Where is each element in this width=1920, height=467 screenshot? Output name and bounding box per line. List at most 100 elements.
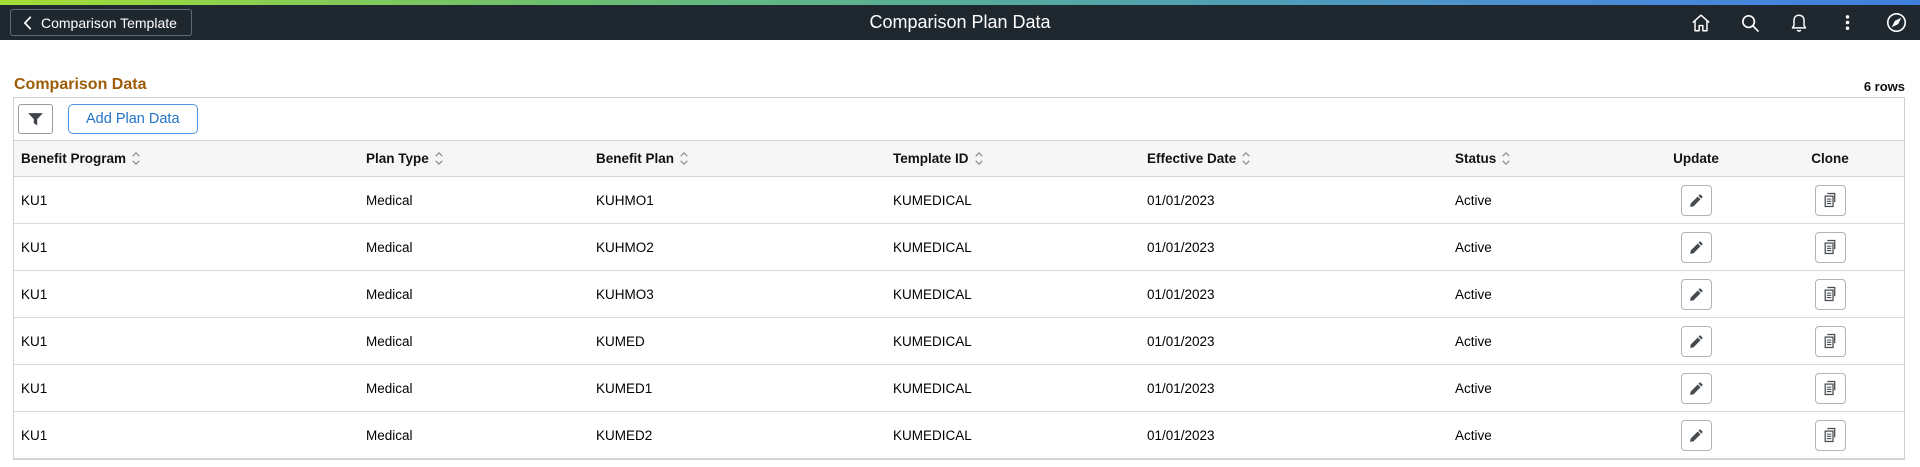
column-header-template-id[interactable]: Template ID xyxy=(886,141,1140,177)
more-actions-icon[interactable] xyxy=(1836,11,1859,34)
cell-plan-type: Medical xyxy=(366,192,413,208)
back-chevron-icon xyxy=(23,15,32,30)
top-navbar: Comparison Template Comparison Plan Data xyxy=(0,5,1920,40)
table-row: KU1 Medical KUHMO1 KUMEDICAL 01/01/2023 … xyxy=(14,176,1904,224)
page-title: Comparison Plan Data xyxy=(869,12,1051,32)
update-button[interactable] xyxy=(1680,231,1712,263)
cell-benefit-program: KU1 xyxy=(21,333,48,349)
cell-status: Active xyxy=(1455,239,1492,255)
cell-benefit-program: KU1 xyxy=(21,286,48,302)
cell-status: Active xyxy=(1455,192,1492,208)
cell-benefit-plan: KUHMO3 xyxy=(596,286,654,302)
column-header-status[interactable]: Status xyxy=(1448,141,1636,177)
cell-status: Active xyxy=(1455,427,1492,443)
clone-button[interactable] xyxy=(1814,372,1846,404)
notifications-icon[interactable] xyxy=(1787,11,1810,34)
sort-icon xyxy=(680,152,688,165)
cell-status: Active xyxy=(1455,380,1492,396)
clone-button[interactable] xyxy=(1814,278,1846,310)
cell-effective-date: 01/01/2023 xyxy=(1147,333,1215,349)
pencil-icon xyxy=(1689,193,1704,208)
cell-template-id: KUMEDICAL xyxy=(893,286,972,302)
pencil-icon xyxy=(1689,428,1704,443)
cell-benefit-plan: KUMED xyxy=(596,333,645,349)
clone-button[interactable] xyxy=(1814,419,1846,451)
cell-template-id: KUMEDICAL xyxy=(893,192,972,208)
home-icon[interactable] xyxy=(1689,11,1712,34)
cell-benefit-plan: KUHMO1 xyxy=(596,192,654,208)
copy-icon xyxy=(1822,380,1838,396)
copy-icon xyxy=(1822,239,1838,255)
cell-template-id: KUMEDICAL xyxy=(893,333,972,349)
pencil-icon xyxy=(1689,334,1704,349)
back-button[interactable]: Comparison Template xyxy=(10,9,192,36)
cell-benefit-program: KU1 xyxy=(21,380,48,396)
column-header-benefit-plan[interactable]: Benefit Plan xyxy=(589,141,886,177)
cell-template-id: KUMEDICAL xyxy=(893,380,972,396)
section-head: Comparison Data 6 rows xyxy=(14,76,1905,94)
section-title: Comparison Data xyxy=(14,76,147,93)
cell-status: Active xyxy=(1455,286,1492,302)
copy-icon xyxy=(1822,192,1838,208)
cell-benefit-program: KU1 xyxy=(21,192,48,208)
cell-effective-date: 01/01/2023 xyxy=(1147,380,1215,396)
copy-icon xyxy=(1822,286,1838,302)
table-row: KU1 Medical KUMED2 KUMEDICAL 01/01/2023 … xyxy=(14,411,1904,459)
cell-plan-type: Medical xyxy=(366,427,413,443)
cell-benefit-plan: KUMED2 xyxy=(596,427,653,443)
grid-toolbar: Add Plan Data xyxy=(14,98,1904,140)
update-button[interactable] xyxy=(1680,278,1712,310)
cell-plan-type: Medical xyxy=(366,286,413,302)
navbar-compass-icon[interactable] xyxy=(1885,11,1908,34)
column-header-benefit-program[interactable]: Benefit Program xyxy=(14,141,359,177)
table-row: KU1 Medical KUMED1 KUMEDICAL 01/01/2023 … xyxy=(14,364,1904,412)
cell-benefit-program: KU1 xyxy=(21,427,48,443)
cell-status: Active xyxy=(1455,333,1492,349)
brand-gradient-strip xyxy=(0,0,1920,5)
pencil-icon xyxy=(1689,240,1704,255)
cell-benefit-plan: KUHMO2 xyxy=(596,239,654,255)
cell-plan-type: Medical xyxy=(366,333,413,349)
update-button[interactable] xyxy=(1680,184,1712,216)
table-row: KU1 Medical KUMED KUMEDICAL 01/01/2023 A… xyxy=(14,317,1904,365)
pencil-icon xyxy=(1689,381,1704,396)
comparison-data-grid: Add Plan Data Benefit Program Plan Type … xyxy=(13,97,1905,460)
column-header-plan-type[interactable]: Plan Type xyxy=(359,141,589,177)
column-header-clone: Clone xyxy=(1811,151,1849,166)
clone-button[interactable] xyxy=(1814,325,1846,357)
table-header-row: Benefit Program Plan Type Benefit Plan T… xyxy=(14,140,1904,177)
search-icon[interactable] xyxy=(1738,11,1761,34)
column-header-effective-date[interactable]: Effective Date xyxy=(1140,141,1448,177)
cell-template-id: KUMEDICAL xyxy=(893,239,972,255)
navbar-actions xyxy=(1689,11,1908,34)
add-plan-data-button[interactable]: Add Plan Data xyxy=(68,104,198,134)
sort-icon xyxy=(435,152,443,165)
cell-effective-date: 01/01/2023 xyxy=(1147,192,1215,208)
update-button[interactable] xyxy=(1680,372,1712,404)
cell-effective-date: 01/01/2023 xyxy=(1147,427,1215,443)
cell-plan-type: Medical xyxy=(366,239,413,255)
sort-icon xyxy=(1242,152,1251,165)
copy-icon xyxy=(1822,333,1838,349)
update-button[interactable] xyxy=(1680,325,1712,357)
clone-button[interactable] xyxy=(1814,184,1846,216)
clone-button[interactable] xyxy=(1814,231,1846,263)
table-row: KU1 Medical KUHMO3 KUMEDICAL 01/01/2023 … xyxy=(14,270,1904,318)
cell-benefit-plan: KUMED1 xyxy=(596,380,653,396)
row-count: 6 rows xyxy=(1863,79,1905,94)
cell-template-id: KUMEDICAL xyxy=(893,427,972,443)
table-row: KU1 Medical KUHMO2 KUMEDICAL 01/01/2023 … xyxy=(14,223,1904,271)
cell-effective-date: 01/01/2023 xyxy=(1147,286,1215,302)
filter-button[interactable] xyxy=(18,104,53,134)
cell-plan-type: Medical xyxy=(366,380,413,396)
plan-data-table: Benefit Program Plan Type Benefit Plan T… xyxy=(14,140,1904,459)
update-button[interactable] xyxy=(1680,419,1712,451)
sort-icon xyxy=(132,152,140,165)
pencil-icon xyxy=(1689,287,1704,302)
copy-icon xyxy=(1822,427,1838,443)
back-button-label: Comparison Template xyxy=(41,14,177,31)
column-header-update: Update xyxy=(1673,151,1719,166)
sort-icon xyxy=(974,152,983,165)
cell-benefit-program: KU1 xyxy=(21,239,48,255)
filter-funnel-icon xyxy=(27,112,44,127)
